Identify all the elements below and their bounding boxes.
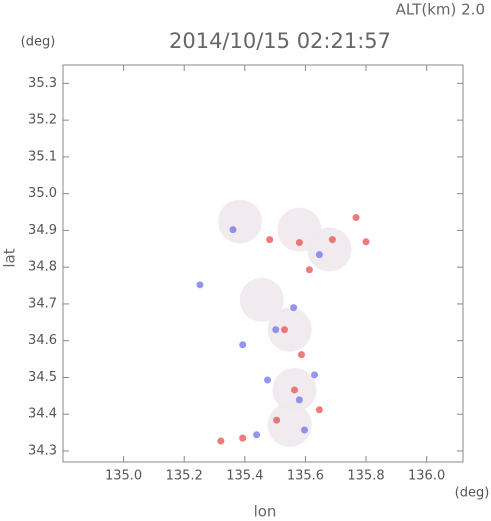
y-tick-label: 34.8 xyxy=(28,260,57,275)
echo-point xyxy=(281,326,289,334)
echo-point xyxy=(301,426,309,434)
echo-point xyxy=(217,437,225,445)
y-tick-label: 35.2 xyxy=(28,113,57,128)
x-tick-label: 135.0 xyxy=(105,469,142,484)
echo-point xyxy=(291,386,299,394)
y-tick-label: 35.1 xyxy=(28,149,57,164)
x-tick-label: 135.2 xyxy=(166,469,203,484)
x-tick-label: 135.8 xyxy=(347,469,384,484)
echo-point xyxy=(273,416,281,424)
plot-area xyxy=(196,199,370,447)
echo-point xyxy=(315,251,323,259)
echo-point xyxy=(315,406,323,414)
echo-point xyxy=(253,431,261,439)
echo-point xyxy=(196,281,204,289)
x-tick-label: 135.4 xyxy=(226,469,263,484)
x-tick-label: 135.6 xyxy=(287,469,324,484)
echo-point xyxy=(297,351,305,359)
echo-point xyxy=(264,376,272,384)
y-axis-label: lat xyxy=(1,248,19,267)
y-tick-label: 34.7 xyxy=(28,296,57,311)
echo-area xyxy=(267,307,312,352)
echo-point xyxy=(272,326,280,334)
echo-point xyxy=(362,238,370,246)
echo-area xyxy=(307,227,352,272)
y-tick-label: 35.0 xyxy=(28,186,57,201)
echo-point xyxy=(229,226,237,234)
y-tick-label: 34.5 xyxy=(28,370,57,385)
y-tick-label: 35.3 xyxy=(28,76,57,91)
altitude-annotation: ALT(km) 2.0 xyxy=(396,1,485,19)
x-tick-label: 136.0 xyxy=(408,469,445,484)
echo-point xyxy=(328,236,336,244)
echo-area xyxy=(267,402,312,447)
echo-point xyxy=(305,266,313,274)
plot-frame xyxy=(62,64,464,463)
y-tick-label: 34.6 xyxy=(28,333,57,348)
echo-point xyxy=(290,304,298,312)
y-tick-label: 34.4 xyxy=(28,407,57,422)
echo-point xyxy=(239,341,247,349)
chart-title: 2014/10/15 02:21:57 xyxy=(169,29,391,53)
echo-area xyxy=(217,199,262,244)
echo-area xyxy=(239,277,284,322)
echo-point xyxy=(295,239,303,247)
x-unit: (deg) xyxy=(455,486,490,501)
y-tick-label: 34.9 xyxy=(28,223,57,238)
y-tick-label: 34.3 xyxy=(28,443,57,458)
echo-point xyxy=(239,434,247,442)
y-unit: (deg) xyxy=(21,35,56,50)
echo-point xyxy=(295,396,303,404)
echo-point xyxy=(352,214,360,222)
x-axis-label: lon xyxy=(254,503,277,521)
echo-point xyxy=(266,236,274,244)
echo-point xyxy=(311,371,319,379)
